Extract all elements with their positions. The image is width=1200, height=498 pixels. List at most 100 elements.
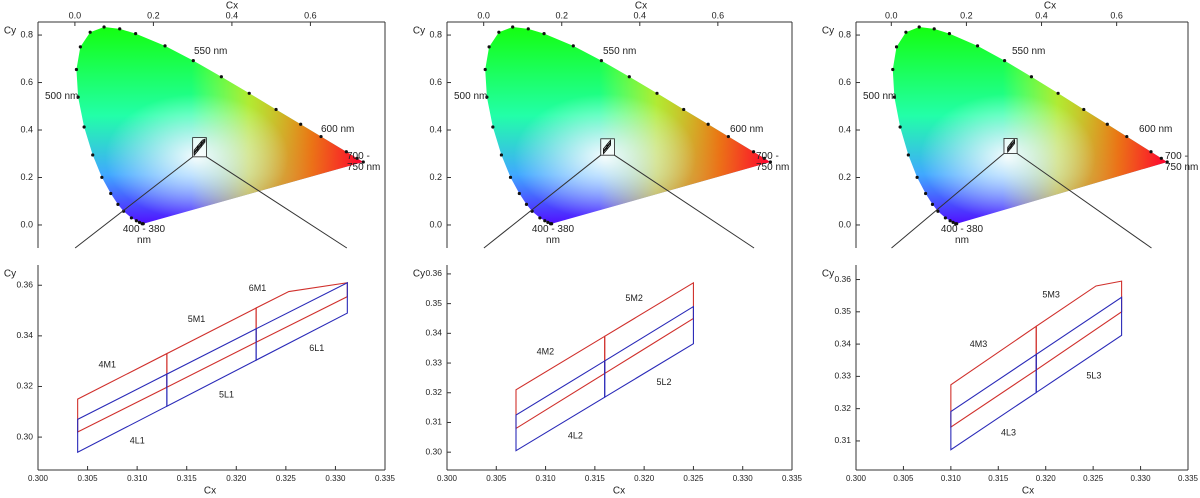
y-tick-label: 0.0 (20, 219, 33, 229)
x-tick-label: 0.315 (177, 474, 198, 483)
locus-point (491, 125, 495, 129)
locus-point (1029, 75, 1034, 79)
x-tick-label: 0.310 (941, 474, 962, 483)
bin-label: 4M1 (99, 360, 117, 370)
locus-point (134, 219, 138, 223)
y-tick-label: 0.33 (425, 357, 442, 367)
locus-point (91, 153, 95, 157)
x-tick-label: 0.320 (226, 474, 247, 483)
bin-label: 6L1 (309, 343, 324, 353)
locus-point (344, 150, 348, 154)
locus-point (355, 156, 359, 160)
x-tick-label: 0.300 (28, 474, 49, 483)
locus-point (930, 202, 935, 206)
y-tick-label: 0.30 (16, 431, 33, 441)
bin-label: 4L1 (130, 436, 145, 446)
bin-outline (255, 282, 348, 344)
locus-point (100, 175, 104, 179)
locus-point (571, 44, 575, 48)
x-tick-label: 0.0 (69, 10, 82, 20)
x-tick-label: 0.6 (304, 10, 317, 20)
locus-point (954, 222, 958, 226)
locus-point (891, 67, 895, 72)
y-tick-label: 0.8 (20, 29, 33, 39)
bin-outline (166, 307, 257, 389)
locus-point (78, 45, 82, 49)
x-tick-label: 0.305 (486, 474, 507, 483)
x-tick-label: 0.2 (555, 10, 568, 20)
y-tick-label: 0.31 (425, 417, 442, 427)
bin-outline (950, 325, 1037, 429)
x-tick-label: 0.0 (477, 10, 490, 20)
locus-point (906, 153, 910, 157)
bin-outline (1035, 280, 1123, 371)
locus-point (274, 107, 278, 112)
locus-point (1165, 160, 1169, 164)
x-tick-label: 0.325 (683, 474, 704, 483)
x-tick-label: 0.4 (1035, 10, 1048, 20)
locus-point (485, 95, 489, 99)
locus-point (483, 67, 487, 72)
bin-label: 5M2 (625, 293, 643, 303)
bin-outline (1035, 296, 1123, 394)
locus-point (497, 30, 501, 34)
annotation: 550 nm (1012, 46, 1046, 57)
locus-point (1149, 150, 1153, 154)
y-tick-label: 0.34 (834, 338, 851, 348)
locus-point (1125, 134, 1129, 139)
x-tick-label: 0.305 (893, 474, 914, 483)
zoom-bin (200, 138, 206, 148)
bin-outline (515, 359, 606, 452)
locus-point (82, 125, 86, 129)
locus-point (191, 59, 195, 63)
bin-outline (255, 281, 348, 362)
y-tick-label: 0.34 (16, 330, 33, 340)
locus-point (116, 202, 120, 206)
y-tick-label: 0.8 (429, 29, 442, 39)
x-tick-label: 0.325 (276, 474, 297, 483)
x-tick-label: 0.330 (733, 474, 754, 483)
x-tick-label: 0.330 (325, 474, 346, 483)
locus-point (627, 75, 631, 79)
locus-point (948, 219, 952, 223)
chromaticity-area (485, 27, 771, 224)
locus-point (943, 216, 947, 220)
y-axis-title: Cy (413, 26, 425, 37)
x-axis-title: Cx (204, 486, 216, 497)
zoom-guide (206, 156, 348, 249)
x-tick-label: 0.2 (960, 10, 973, 20)
y-axis-title: Cy (4, 26, 16, 37)
x-axis-title: Cx (613, 486, 625, 497)
annotation: 600 nm (321, 124, 355, 135)
bin-label: 4M2 (537, 346, 555, 356)
bin-outline (950, 353, 1037, 451)
locus-point (88, 30, 92, 34)
x-tick-label: 0.335 (1178, 474, 1199, 483)
locus-point (936, 209, 940, 213)
y-tick-label: 0.36 (834, 274, 851, 284)
locus-point (751, 150, 756, 154)
y-tick-label: 0.32 (834, 403, 851, 413)
locus-point (219, 75, 223, 79)
x-tick-label: 0.300 (846, 474, 867, 483)
locus-point (134, 32, 138, 36)
y-tick-label: 0.2 (429, 172, 442, 182)
chromaticity-area (892, 27, 1168, 224)
zoom-guide (891, 153, 1005, 249)
x-tick-label: 0.300 (437, 474, 458, 483)
zoom-guide (1016, 153, 1152, 249)
locus-point (762, 156, 766, 160)
bin-outline (77, 352, 168, 433)
x-tick-label: 0.320 (634, 474, 655, 483)
locus-point (74, 67, 79, 72)
locus-point (923, 191, 928, 196)
bin-label: 6M1 (249, 283, 267, 293)
locus-point (894, 45, 899, 49)
y-tick-label: 0.33 (834, 371, 851, 381)
annotation: 500 nm (45, 91, 79, 102)
bin-label: 4L2 (568, 430, 583, 440)
x-tick-label: 0.315 (585, 474, 606, 483)
zoom-bin (606, 140, 611, 151)
zoom-bin (1010, 138, 1015, 148)
